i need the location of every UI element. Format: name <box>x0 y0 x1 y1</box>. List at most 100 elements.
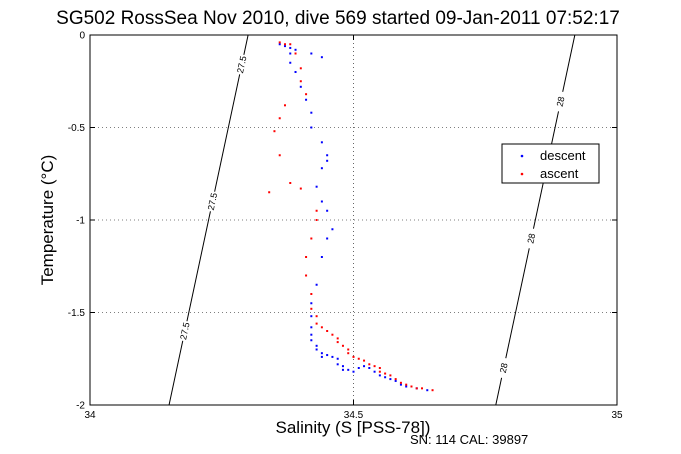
point-descent <box>357 367 360 369</box>
point-descent <box>320 355 323 358</box>
point-ascent <box>283 104 286 107</box>
point-ascent <box>336 341 339 344</box>
point-descent <box>326 159 329 162</box>
point-ascent <box>289 182 292 184</box>
point-ascent <box>373 365 376 368</box>
point-ascent <box>431 389 434 392</box>
point-ascent <box>405 383 408 386</box>
x-axis-label: Salinity (S [PSS-78]) <box>276 418 431 437</box>
chart-title: SG502 RossSea Nov 2010, dive 569 started… <box>56 8 620 29</box>
point-descent <box>389 378 392 381</box>
point-descent <box>289 46 292 49</box>
legend-label-descent: descent <box>540 148 586 163</box>
point-ascent <box>341 344 344 347</box>
point-ascent <box>289 43 292 46</box>
point-descent <box>341 368 344 371</box>
point-descent <box>299 85 302 88</box>
point-ascent <box>331 333 334 336</box>
point-ascent <box>315 209 318 212</box>
point-descent <box>320 167 323 170</box>
point-ascent <box>310 293 313 295</box>
point-ascent <box>299 67 302 70</box>
point-descent <box>347 368 350 371</box>
isopycnal-label: 27.5 <box>178 321 191 340</box>
density-contours: 27.5 27.5 27.5 28 28 28 <box>168 34 576 406</box>
point-descent <box>294 48 297 51</box>
point-ascent <box>347 348 350 351</box>
point-descent <box>426 389 429 392</box>
point-ascent <box>326 330 329 332</box>
isopycnal-label-gap <box>178 320 191 342</box>
grid <box>90 35 617 405</box>
point-ascent <box>394 378 397 381</box>
y-axis-ticks: 0 -0.5 -1 -1.5 -2 <box>68 31 617 412</box>
legend-box <box>501 143 600 184</box>
point-ascent <box>410 385 413 388</box>
point-ascent <box>378 367 381 369</box>
legend-label-ascent: ascent <box>540 166 579 181</box>
point-descent <box>294 71 297 73</box>
point-ascent <box>415 387 418 390</box>
point-descent <box>394 379 397 382</box>
x-tick-label: 35 <box>611 410 623 421</box>
point-ascent <box>268 191 271 194</box>
y-tick-label: -2 <box>76 401 85 412</box>
legend-marker-descent <box>520 154 524 158</box>
point-ascent <box>283 43 286 46</box>
point-descent <box>310 302 313 305</box>
point-descent <box>320 200 323 203</box>
point-ascent <box>347 352 350 355</box>
point-descent <box>373 370 376 373</box>
isopycnal-label-gap <box>206 190 219 213</box>
point-ascent <box>352 355 355 358</box>
point-descent <box>289 61 292 64</box>
y-tick-label: 0 <box>79 31 85 42</box>
footnote: SN: 114 CAL: 39897 <box>410 432 528 447</box>
point-descent <box>326 237 329 240</box>
isopycnal-label-gap <box>525 227 538 250</box>
point-descent <box>315 344 318 347</box>
point-ascent <box>320 326 323 329</box>
point-ascent <box>305 93 308 96</box>
point-descent <box>352 370 355 373</box>
point-descent <box>368 367 371 369</box>
isopycnal-label: 28 <box>525 233 537 245</box>
point-descent <box>310 52 313 55</box>
point-ascent <box>305 256 308 258</box>
isopycnal-label-gap <box>235 53 248 76</box>
y-tick-label: -1.5 <box>68 308 86 319</box>
point-descent <box>278 43 281 46</box>
point-ascent <box>363 359 366 362</box>
point-descent <box>310 333 313 336</box>
point-descent <box>305 98 308 101</box>
isopycnal-label-gap <box>497 357 510 379</box>
point-ascent <box>310 237 313 240</box>
point-descent <box>326 354 329 357</box>
point-descent <box>315 283 318 286</box>
point-descent <box>310 126 313 129</box>
point-ascent <box>273 130 276 133</box>
point-ascent <box>299 187 302 190</box>
legend-marker-ascent <box>520 172 524 176</box>
point-ascent <box>336 337 339 340</box>
point-ascent <box>305 274 308 277</box>
point-ascent <box>294 52 297 55</box>
point-descent <box>310 339 313 342</box>
point-descent <box>363 365 366 368</box>
isopycnal-label-gap <box>554 90 567 113</box>
isopycnal-label: 27.5 <box>235 55 248 74</box>
point-descent <box>320 141 323 144</box>
point-descent <box>341 365 344 368</box>
point-ascent <box>399 381 402 384</box>
y-tick-label: -1 <box>76 216 85 227</box>
point-descent <box>331 228 334 231</box>
y-axis-label: Temperature (°C) <box>38 155 57 286</box>
point-ascent <box>278 41 281 44</box>
point-ascent <box>357 357 360 360</box>
point-descent <box>320 256 323 258</box>
point-descent <box>315 348 318 351</box>
point-descent <box>399 383 402 386</box>
point-ascent <box>421 387 424 390</box>
point-descent <box>384 376 387 379</box>
